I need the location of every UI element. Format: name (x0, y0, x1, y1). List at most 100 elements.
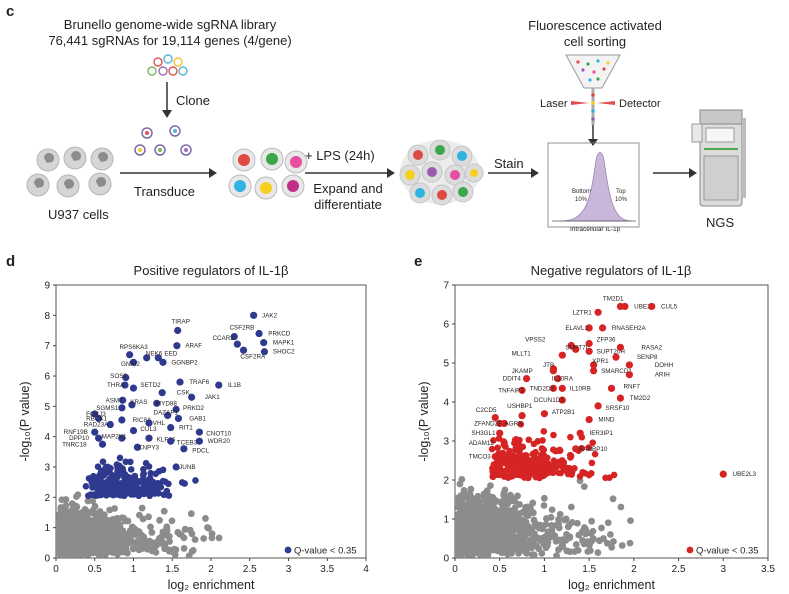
chart-e-bg-point (574, 546, 582, 554)
chart-d-xtick-label: 4 (363, 564, 369, 575)
chart-e-bg-point (543, 542, 551, 549)
chart-e-bg-point (501, 486, 509, 494)
library-title-line1: Brunello genome-wide sgRNA library (63, 17, 277, 32)
chart-d-gene-label: RPS6KA3 (119, 344, 148, 351)
chart-d-gene-label: CNPY3 (138, 444, 159, 451)
chart-d-gene-label: DAZAP1 (154, 409, 179, 416)
chart-e-bg-point (517, 524, 525, 532)
chart-e-bg-point (579, 537, 586, 544)
chart-d-gene-label: DPP10 (69, 435, 89, 442)
chart-d-xtick-label: 2.5 (243, 564, 257, 575)
chart-e-point-xpr1 (590, 361, 598, 369)
stain-arrow (488, 168, 539, 178)
chart-d-point-rps6ka3 (126, 351, 134, 359)
stain-label: Stain (494, 156, 524, 171)
chart-e-plot-frame (454, 284, 769, 559)
chart-d-gene-label: VHL (153, 420, 166, 427)
chart-e-bg-point (609, 495, 617, 503)
chart-e-bg-point (581, 524, 588, 531)
chart-e-gene-label: SRSF10 (606, 405, 630, 412)
chart-d-bg-point (81, 519, 89, 527)
chart-e-point-jkamp (549, 367, 557, 375)
facs-title-line1: Fluorescence activated (528, 18, 662, 33)
chart-d-bg-point (139, 515, 147, 523)
chart-d-bg-point (56, 533, 63, 540)
detector-label: Detector (619, 98, 661, 110)
chart-e-gene-label: SMARCD1 (601, 368, 632, 375)
chart-e-point-adam12 (500, 439, 508, 447)
chart-d-point-pdcl (180, 445, 188, 453)
chart-e-bg-point (456, 543, 464, 551)
chart-e-bg-point (457, 508, 465, 516)
chart-d-bg-point (69, 506, 76, 513)
chart-e-point-mllt1 (558, 351, 566, 359)
chart-d-ytick-label: 0 (44, 554, 50, 565)
chart-e-bg-point (610, 538, 617, 545)
chart-d-point-mapk1 (260, 339, 268, 347)
chart-d-bg-point (171, 546, 179, 554)
chart-e-bg-point (618, 542, 626, 549)
chart-d-gene-label: JUNB (179, 464, 195, 471)
chart-e-point-il10rb (558, 384, 566, 392)
chart-d-bg-point (85, 534, 92, 542)
chart-e-sig-point (540, 428, 548, 435)
chart-d-gene-label: SHOC2 (273, 349, 295, 356)
chart-e-sig-point (490, 461, 498, 468)
chart-e-bg-point (598, 524, 605, 532)
hist-bottom-label: Bottom (572, 189, 592, 195)
chart-e-sig-point (488, 445, 496, 453)
chart-e-gene-label: UBE2L3 (733, 471, 757, 478)
chart-d-bg-point (205, 524, 212, 532)
chart-d-gene-label: MYD88 (156, 400, 177, 407)
expand-label-line2: differentiate (314, 197, 382, 212)
chart-e-point-ranbp10 (572, 445, 580, 453)
chart-d-sig-point (116, 480, 124, 488)
laser-label: Laser (540, 98, 568, 110)
chart-e-bg-point (491, 530, 499, 538)
chart-d-sig-point (90, 472, 97, 480)
chart-e-sig-point (517, 420, 525, 428)
hist-xlabel: Intracellular IL-1β (570, 226, 621, 233)
chart-d-bg-point (132, 540, 140, 548)
chart-e-bg-point (604, 519, 612, 527)
chart-e-bg-point (463, 533, 470, 541)
chart-d-bg-point (97, 514, 105, 522)
chart-d-bg-point (115, 515, 123, 523)
chart-e-bg-point (529, 499, 537, 507)
chart-e-gene-label: ARIH (655, 372, 670, 379)
chart-d-point-rad23a (106, 420, 114, 429)
chart-e-gene-label: TND2D3 (530, 385, 555, 392)
chart-e-legend-label: Q-value < 0.35 (696, 546, 759, 557)
chart-e-sig-point (512, 446, 520, 454)
chart-e-ytick-label: 1 (443, 515, 449, 526)
chart-d-sig-point (82, 483, 90, 490)
chart-d-bg-point (63, 520, 71, 528)
chart-e-bg-point (462, 526, 470, 533)
chart-e-bg-point (462, 543, 470, 551)
chart-d-xtick-label: 1 (131, 564, 137, 575)
chart-d-xtick-label: 1.5 (165, 564, 179, 575)
chart-d-bg-point (74, 545, 81, 552)
chart-d-point-csf2rb (230, 332, 238, 341)
chart-e-bg-point (538, 534, 546, 542)
chart-d-bg-point (56, 521, 62, 529)
chart-e-xtick-label: 0.5 (493, 564, 507, 575)
chart-d-bg-point (58, 496, 66, 504)
chart-e-point-cul5 (648, 302, 656, 311)
chart-e-bg-point (479, 546, 487, 553)
chart-d-gene-label: RAD23A (84, 422, 109, 429)
chart-d-legend-label: Q-value < 0.35 (294, 546, 357, 557)
chart-e-bg-point (552, 537, 560, 545)
chart-d-gene-label: GGNBP2 (171, 359, 198, 366)
chart-e-title: Negative regulators of IL-1β (530, 263, 692, 278)
chart-e-point-srsf10 (594, 402, 602, 410)
chart-d-bg-point (125, 531, 133, 539)
chart-e-bg-point (584, 548, 592, 555)
chart-e-gene-label: SUPT20H (597, 348, 626, 355)
chart-d-point-jak2 (250, 311, 258, 319)
chart-d-gene-label: TNRC18 (62, 441, 87, 448)
chart-d-sig-point (152, 470, 159, 478)
chart-e-point-atp2b1 (540, 410, 549, 418)
chart-d-point-klf16 (145, 434, 153, 442)
chart-e-bg-point (456, 514, 464, 521)
